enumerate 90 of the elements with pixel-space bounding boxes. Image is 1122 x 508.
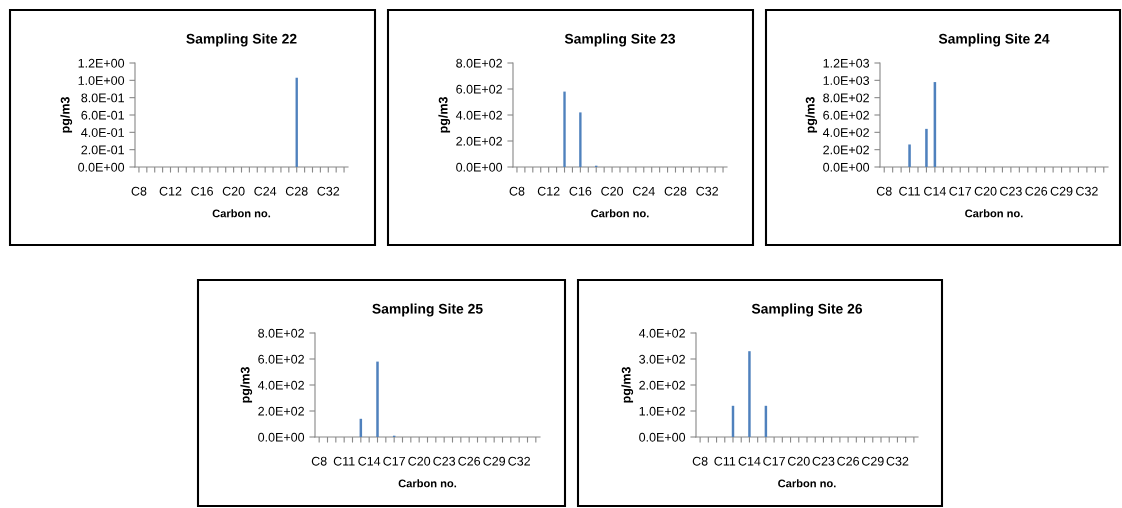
- x-tick-label: C11: [714, 456, 736, 466]
- x-tick-label: C32: [508, 456, 531, 466]
- x-tick-label: C11: [333, 456, 355, 466]
- y-tick-label: 8.0E-01: [81, 93, 124, 103]
- y-tick-label: 6.0E+02: [456, 84, 502, 94]
- chart-title: Sampling Site 23: [564, 33, 676, 47]
- y-tick-label: 1.0E+03: [823, 76, 870, 85]
- bar: [579, 112, 582, 167]
- chart-title: Sampling Site 26: [751, 303, 863, 317]
- x-axis-title: Carbon no.: [778, 479, 836, 488]
- y-tick-label: 2.0E+02: [639, 380, 685, 390]
- y-tick-label: 1.0E+00: [78, 76, 125, 85]
- x-tick-label: C26: [1025, 186, 1048, 196]
- x-tick-label: C12: [537, 186, 560, 196]
- x-tick-label: C24: [632, 186, 655, 196]
- x-tick-label: C23: [1000, 186, 1022, 196]
- x-tick-label: C17: [949, 186, 972, 196]
- y-tick-label: 8.0E+02: [823, 93, 869, 103]
- y-tick-label: 8.0E+02: [456, 58, 502, 68]
- bar: [563, 91, 566, 167]
- x-tick-label: C28: [285, 186, 308, 196]
- x-tick-label: C20: [787, 456, 810, 466]
- y-tick-label: 1.2E+00: [78, 58, 125, 68]
- y-tick-label: 2.0E+02: [258, 406, 304, 416]
- x-tick-label: C8: [131, 186, 147, 196]
- x-axis-title: Carbon no.: [398, 479, 457, 488]
- x-tick-label: C20: [974, 186, 997, 196]
- x-tick-label: C8: [311, 456, 327, 466]
- x-tick-label: C32: [696, 186, 719, 196]
- chart-title: Sampling Site 24: [938, 33, 1050, 47]
- x-tick-label: C23: [433, 456, 456, 466]
- x-tick-label: C24: [254, 186, 277, 196]
- y-tick-label: 0.0E+00: [78, 162, 125, 172]
- x-axis-title: Carbon no.: [591, 209, 649, 218]
- x-tick-label: C29: [483, 456, 506, 466]
- y-tick-label: 6.0E+02: [823, 110, 869, 120]
- x-tick-label: C14: [358, 456, 381, 466]
- y-tick-label: 1.0E+02: [639, 406, 685, 416]
- bar: [908, 144, 911, 167]
- y-tick-label: 0.0E+00: [823, 162, 870, 172]
- x-tick-label: C14: [738, 456, 761, 466]
- chart-title: Sampling Site 22: [186, 33, 297, 47]
- y-tick-label: 0.0E+00: [639, 432, 686, 442]
- chart-title: Sampling Site 25: [372, 303, 483, 317]
- x-tick-label: C8: [692, 456, 708, 466]
- x-tick-label: C28: [664, 186, 687, 196]
- x-tick-label: C11: [899, 186, 920, 196]
- y-tick-label: 6.0E+02: [258, 354, 304, 364]
- x-tick-label: C20: [601, 186, 624, 196]
- y-tick-label: 4.0E+02: [257, 380, 304, 390]
- x-axis-title: Carbon no.: [212, 209, 271, 218]
- y-axis-title: pg/m3: [240, 367, 253, 403]
- x-tick-label: C20: [408, 456, 431, 466]
- y-tick-label: 2.0E+02: [456, 136, 502, 146]
- x-tick-label: C26: [458, 456, 481, 466]
- y-tick-label: 8.0E+02: [258, 328, 304, 338]
- x-tick-label: C12: [159, 186, 182, 196]
- x-tick-label: C17: [383, 456, 406, 466]
- y-tick-label: 0.0E+00: [456, 162, 503, 172]
- y-tick-label: 4.0E-01: [81, 128, 124, 137]
- x-tick-label: C14: [924, 186, 946, 196]
- x-axis-title: Carbon no.: [965, 209, 1023, 218]
- x-tick-label: C20: [222, 186, 245, 196]
- x-tick-label: C23: [812, 456, 835, 466]
- y-axis-title: pg/m3: [621, 367, 634, 403]
- y-tick-label: 1.2E+03: [823, 58, 870, 68]
- y-tick-label: 4.0E+02: [455, 110, 502, 120]
- y-axis-title: pg/m3: [60, 97, 73, 133]
- x-tick-label: C32: [886, 456, 909, 466]
- y-tick-label: 4.0E+02: [822, 128, 869, 137]
- x-tick-label: C16: [569, 186, 592, 196]
- x-tick-label: C26: [837, 456, 860, 466]
- y-tick-label: 4.0E+02: [638, 328, 685, 338]
- y-tick-label: 2.0E+02: [823, 145, 869, 155]
- x-tick-label: C29: [861, 456, 884, 466]
- bar: [925, 128, 928, 167]
- y-tick-label: 0.0E+00: [258, 432, 305, 442]
- y-axis-title: pg/m3: [805, 97, 818, 133]
- x-tick-label: C29: [1050, 186, 1073, 196]
- y-tick-label: 3.0E+02: [639, 354, 685, 364]
- x-tick-label: C8: [876, 186, 892, 196]
- y-tick-label: 2.0E-01: [81, 145, 124, 155]
- x-tick-label: C32: [317, 186, 340, 196]
- y-tick-label: 6.0E-01: [81, 110, 124, 120]
- x-tick-label: C32: [1076, 186, 1098, 196]
- y-axis-title: pg/m3: [438, 97, 451, 133]
- x-tick-label: C17: [763, 456, 785, 466]
- x-tick-label: C16: [191, 186, 213, 196]
- x-tick-label: C8: [509, 186, 525, 196]
- bar: [376, 361, 379, 437]
